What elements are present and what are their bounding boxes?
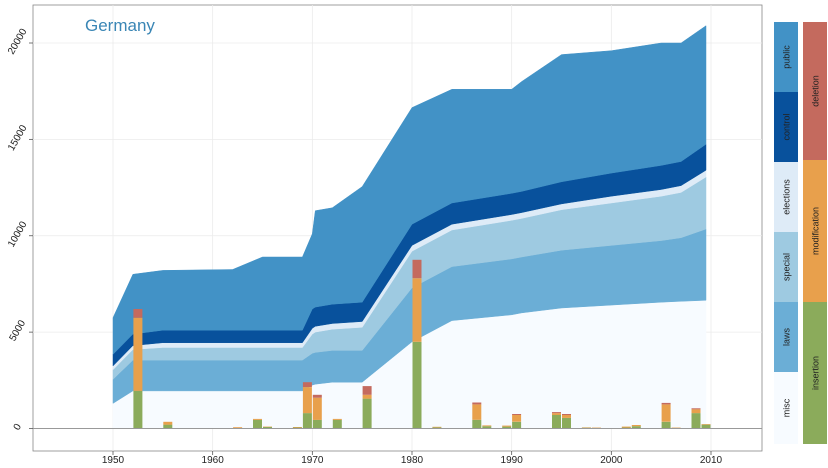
bar-modification [552, 413, 561, 415]
legend-label-deletion: deletion [811, 75, 821, 107]
legend-label-elections: elections [782, 179, 792, 215]
bar-modification [233, 427, 243, 428]
bar-modification [482, 425, 492, 427]
bar-modification [512, 415, 522, 422]
legend-swatch-deletion [803, 22, 827, 160]
stacked-areas [112, 25, 707, 429]
bar-insertion [163, 424, 173, 429]
bar-insertion [512, 421, 522, 429]
bar-insertion [562, 417, 571, 429]
legend-swatch-misc [774, 372, 798, 444]
y-tick-label: 0 [12, 422, 25, 433]
bar-deletion [661, 402, 671, 405]
bar-insertion [302, 413, 312, 429]
bar-modification [312, 397, 322, 420]
legend-swatch-insertion [803, 302, 827, 444]
bar-insertion [133, 390, 143, 429]
bar-insertion [552, 415, 561, 429]
bar-modification [502, 425, 512, 427]
bar-deletion [562, 414, 571, 415]
bar-deletion [362, 386, 372, 395]
bar-insertion [691, 413, 701, 429]
x-tick-label: 1970 [301, 455, 324, 466]
legend-swatch-public [774, 22, 798, 92]
bar-insertion [631, 426, 641, 429]
y-tick-label: 10000 [6, 219, 30, 249]
x-tick-label: 1960 [202, 455, 225, 466]
bar-insertion [362, 398, 372, 429]
bar-deletion [312, 394, 322, 398]
bar-insertion [312, 419, 322, 429]
x-tick-label: 1950 [102, 455, 125, 466]
y-tick-label: 20000 [6, 27, 30, 57]
bar-insertion [253, 419, 262, 429]
x-axis: 1950 1960 1970 1980 1990 2000 2010 [102, 451, 723, 466]
bar-insertion [472, 419, 482, 429]
bar-deletion [512, 414, 522, 415]
bar-insertion [332, 419, 342, 429]
bar-modification [631, 425, 641, 427]
legend-swatch-control [774, 92, 798, 162]
bar-modification [302, 387, 312, 414]
bars [133, 259, 711, 429]
y-tick-label: 15000 [6, 123, 30, 153]
legend-label-misc: misc [782, 398, 792, 417]
bar-modification [621, 426, 631, 428]
x-tick-label: 1990 [501, 455, 524, 466]
legend-label-laws: laws [782, 328, 792, 347]
bar-insertion [661, 421, 671, 429]
bar-insertion [263, 427, 272, 429]
bar-modification [133, 317, 143, 391]
bar-deletion [552, 412, 561, 414]
bar-deletion [691, 408, 701, 410]
bar-deletion [412, 259, 422, 279]
x-tick-label: 2000 [600, 455, 623, 466]
x-tick-label: 2010 [700, 455, 723, 466]
bar-insertion [701, 424, 711, 429]
bar-modification [661, 404, 671, 422]
bar-modification [332, 418, 342, 420]
legend-swatch-special [774, 232, 798, 302]
bar-modification [362, 394, 372, 399]
bar-modification [292, 427, 302, 428]
bar-modification [412, 278, 422, 342]
legend-label-special: special [782, 253, 792, 281]
bar-deletion [472, 402, 482, 405]
bar-modification [691, 409, 701, 414]
x-tick-label: 1980 [401, 455, 424, 466]
legend-swatch-laws [774, 302, 798, 372]
bar-insertion [482, 426, 492, 429]
y-axis: 0 5000 10000 15000 20000 [6, 27, 33, 433]
legend-right: deletion modification insertion [803, 22, 827, 444]
legend-label-public: public [782, 45, 792, 69]
legend-label-control: control [782, 113, 792, 140]
legend-left: public control elections special laws misc [774, 22, 798, 444]
bar-modification [472, 404, 482, 420]
bar-insertion [432, 427, 442, 429]
bar-modification [253, 418, 262, 420]
bar-modification [701, 424, 711, 425]
bar-modification [432, 426, 442, 428]
legend-label-insertion: insertion [811, 356, 821, 390]
legend-swatch-modification [803, 160, 827, 302]
area-public [112, 25, 707, 355]
bar-insertion [502, 426, 512, 429]
y-tick-label: 5000 [8, 318, 29, 343]
chart-title: Germany [85, 16, 155, 35]
bar-modification [163, 421, 173, 425]
legend-swatch-elections [774, 162, 798, 232]
legend-label-modification: modification [811, 207, 821, 255]
bar-modification [562, 415, 571, 418]
bar-deletion [302, 382, 312, 387]
bar-deletion [133, 309, 143, 318]
bar-insertion [412, 341, 422, 429]
